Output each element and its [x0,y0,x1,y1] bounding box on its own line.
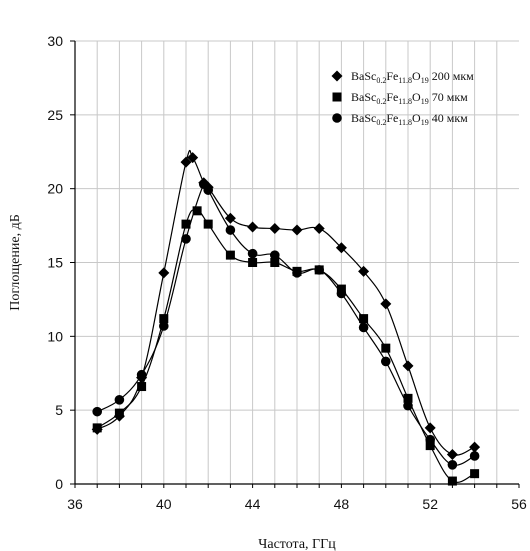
tick-labels: 36 40 44 48 52 56 0 5 10 15 20 25 30 [47,33,527,512]
data-point-square [137,382,147,392]
legend-label: BaSc0.2Fe11.8O19 70 мкм [351,90,468,106]
series-circle [92,179,480,470]
data-point-diamond [402,360,414,372]
data-point-diamond [469,441,481,453]
y-tick-label: 15 [47,255,63,271]
x-tick-label: 56 [511,496,527,512]
data-point-circle [114,395,125,405]
legend-item: BaSc0.2Fe11.8O19 40 мкм [332,111,468,127]
x-tick-label: 40 [156,496,172,512]
data-point-diamond [291,224,303,236]
series-line [96,209,475,483]
data-point-square [203,219,213,229]
data-point-diamond [180,156,192,168]
y-tick-label: 10 [47,328,63,344]
x-tick-label: 44 [245,496,261,512]
legend-item: BaSc0.2Fe11.8O19 200 мкм [331,69,474,85]
y-tick-label: 25 [47,107,63,123]
y-tick-label: 30 [47,33,63,49]
data-point-square [447,476,457,486]
data-point-diamond [224,212,236,224]
data-point-diamond [247,221,259,233]
data-point-circle [332,113,342,123]
data-point-diamond [187,152,199,164]
data-point-diamond [446,448,458,460]
data-point-diamond [331,70,343,82]
data-point-square [470,469,480,479]
data-point-square [270,258,280,267]
x-tick-label: 48 [334,496,350,512]
data-point-circle [270,250,280,260]
data-point-square [192,206,202,216]
data-point-square [425,441,435,451]
data-point-diamond [335,242,347,254]
data-point-diamond [380,298,392,310]
data-point-square [403,393,413,403]
data-point-circle [159,321,169,331]
x-axis-label: Частота, ГГц [258,537,336,551]
legend-label: BaSc0.2Fe11.8O19 200 мкм [351,69,474,85]
data-point-diamond [158,267,170,279]
data-point-diamond [358,265,370,277]
data-point-square [92,423,102,433]
data-point-circle [381,356,391,367]
data-point-square [114,408,124,418]
legend-label: BaSc0.2Fe11.8O19 40 мкм [351,111,468,127]
data-point-circle [403,400,413,411]
grid [75,40,519,484]
x-tick-label: 36 [67,496,83,512]
data-point-square [381,343,391,353]
data-point-circle [136,369,147,380]
data-point-square [225,250,235,260]
data-point-circle [181,234,191,244]
data-point-circle [358,322,369,333]
data-point-circle [447,460,458,470]
data-point-square [181,219,191,229]
data-point-circle [425,434,436,445]
series-diamond [91,149,481,460]
data-point-square [359,314,369,324]
data-point-circle [314,265,325,275]
data-point-circle [225,225,236,235]
data-point-diamond [424,422,436,434]
y-tick-label: 20 [47,181,63,197]
legend-item: BaSc0.2Fe11.8O19 70 мкм [332,90,468,106]
y-axis-label: Поглощение, дБ [8,214,23,310]
series-group [91,149,481,486]
data-point-circle [247,248,258,259]
data-point-square [332,92,342,102]
legend: BaSc0.2Fe11.8O19 200 мкм BaSc0.2Fe11.8O19… [331,69,474,127]
data-point-diamond [269,223,281,235]
data-point-square [248,258,258,267]
series-square [92,206,480,486]
data-point-diamond [313,223,325,235]
data-point-circle [469,451,480,461]
data-point-circle [292,268,302,278]
data-point-circle [92,406,102,417]
data-point-square [159,314,169,324]
x-tick-label: 52 [422,496,438,512]
y-tick-label: 0 [55,476,63,492]
data-point-circle [336,288,347,299]
y-tick-label: 5 [55,402,63,418]
series-line [96,149,475,456]
data-point-circle [203,185,213,195]
axes [70,40,520,488]
